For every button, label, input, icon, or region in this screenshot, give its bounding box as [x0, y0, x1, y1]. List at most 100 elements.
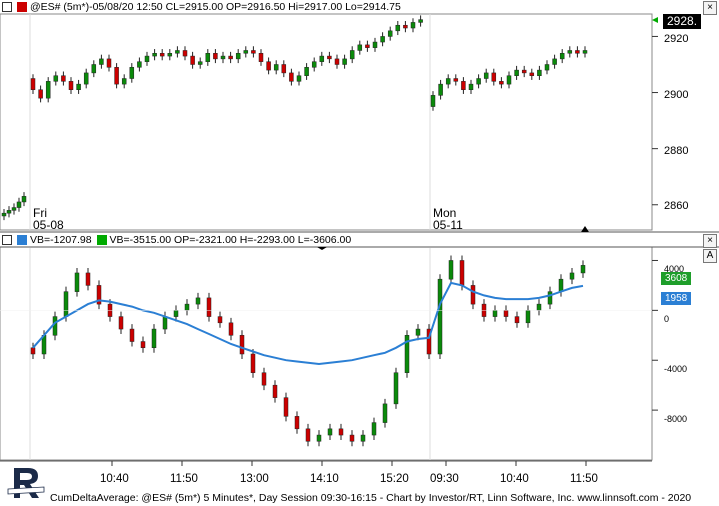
- candle-body: [334, 58, 340, 65]
- candle-body: [182, 50, 188, 57]
- candle-body: [380, 36, 385, 43]
- candle-body: [506, 75, 512, 85]
- lower-panel-close-button[interactable]: ×: [703, 234, 717, 248]
- delta-bar: [349, 434, 355, 442]
- candle-body: [304, 67, 309, 76]
- delta-bar: [52, 316, 58, 336]
- candle-body: [137, 61, 142, 68]
- price-axis-label: 2880: [664, 145, 689, 157]
- candle-body: [45, 81, 51, 99]
- osc-axis-label: 4000: [664, 264, 685, 274]
- candle-body: [11, 207, 17, 211]
- candle-body: [251, 50, 256, 54]
- upper-panel-close-button[interactable]: ×: [703, 1, 717, 15]
- time-axis-label: 10:40: [100, 473, 129, 485]
- delta-bar: [261, 372, 267, 386]
- candle-body: [296, 75, 302, 82]
- candle-body: [544, 64, 550, 71]
- delta-bar: [250, 353, 256, 373]
- candle-body: [61, 75, 66, 82]
- time-axis-label: 10:40: [500, 473, 529, 485]
- candle-body: [1, 212, 7, 217]
- candle-body: [365, 44, 370, 48]
- delta-bar: [74, 272, 80, 292]
- time-axis-label: 11:50: [170, 473, 198, 485]
- candle-body: [197, 61, 203, 65]
- candle-body: [175, 50, 180, 54]
- delta-bar: [448, 260, 454, 280]
- candle-body: [476, 78, 481, 85]
- price-axis-label: 2900: [664, 89, 689, 101]
- candle-body: [30, 78, 36, 90]
- investor-rt-logo: [6, 466, 46, 502]
- candle-body: [483, 72, 489, 79]
- delta-bar: [404, 335, 410, 373]
- time-axis-label: 13:00: [240, 473, 269, 485]
- candle-body: [258, 53, 264, 62]
- delta-bar: [536, 303, 542, 311]
- candle-body: [514, 69, 519, 76]
- candle-body: [228, 55, 233, 60]
- day-label-mon: Mon 05-11: [433, 207, 463, 231]
- candle-body: [152, 53, 157, 57]
- candle-body: [144, 55, 150, 62]
- candle-body: [445, 78, 451, 85]
- lower-panel-a-button[interactable]: A: [703, 249, 717, 263]
- series-toggle-icon[interactable]: [2, 235, 12, 246]
- delta-bar: [316, 434, 322, 442]
- candle-body: [190, 55, 195, 65]
- candle-body: [468, 83, 474, 90]
- lower-header-vb1: VB=-1207.98: [30, 234, 92, 246]
- candle-body: [220, 55, 226, 60]
- candle-body: [281, 64, 287, 74]
- osc-axis-label: -4000: [664, 364, 688, 374]
- candle-body: [461, 81, 466, 90]
- candle-body: [357, 44, 363, 51]
- candle-body: [289, 72, 294, 82]
- delta-bar: [470, 285, 476, 305]
- delta-bar: [580, 265, 586, 274]
- osc-value-badge-green: 3608: [661, 272, 692, 285]
- delta-bar: [547, 291, 553, 305]
- price-axis-label: 2860: [664, 200, 689, 212]
- delta-bar: [569, 272, 575, 280]
- delta-bar: [195, 297, 201, 305]
- delta-average-line: [32, 281, 584, 366]
- scroll-marker-icon: [581, 226, 589, 232]
- candle-body: [349, 50, 355, 60]
- delta-bar: [63, 291, 69, 317]
- candle-body: [114, 67, 119, 85]
- price-axis-label: 2920: [664, 33, 689, 45]
- delta-bar: [305, 428, 311, 442]
- day-name: Fri: [33, 206, 47, 220]
- delta-bar: [360, 434, 366, 442]
- candle-body: [21, 196, 27, 203]
- candle-body: [68, 81, 74, 90]
- candle-body: [106, 58, 112, 68]
- osc-value-badge-blue: 1958: [661, 292, 692, 305]
- delta-bar: [492, 310, 498, 317]
- time-axis-label: 09:30: [430, 473, 459, 485]
- delta-bar: [338, 428, 344, 436]
- time-axis-label: 15:20: [380, 473, 409, 485]
- candle-body: [559, 53, 565, 60]
- series-toggle-icon[interactable]: [2, 2, 12, 13]
- candle-body: [121, 78, 127, 85]
- candle-body: [327, 55, 332, 60]
- candle-body: [430, 95, 436, 107]
- delta-bar: [503, 310, 509, 317]
- candle-body: [529, 72, 535, 76]
- candle-body: [395, 24, 401, 32]
- candle-body: [319, 55, 325, 62]
- delta-bar: [206, 297, 212, 317]
- delta-bar: [459, 260, 465, 286]
- delta-bar: [437, 278, 443, 355]
- candle-body: [99, 58, 104, 65]
- delta-bar: [525, 310, 531, 324]
- time-axis-label: 14:10: [310, 473, 339, 485]
- delta-bar: [162, 316, 168, 330]
- candle-body: [567, 50, 573, 54]
- candle-body: [499, 81, 504, 85]
- candle-body: [552, 58, 557, 65]
